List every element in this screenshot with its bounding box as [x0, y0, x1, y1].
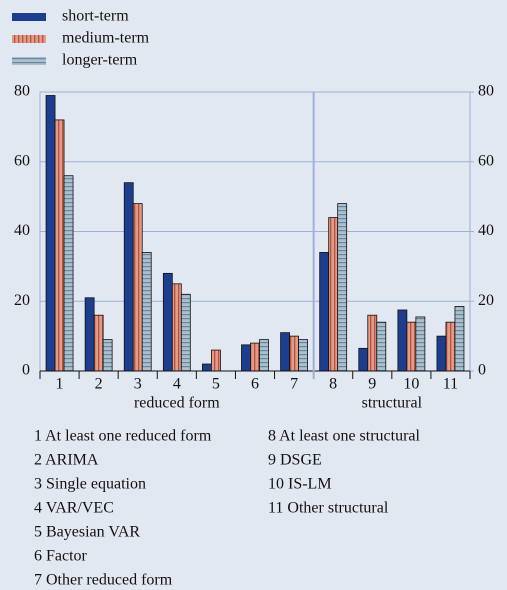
bar — [280, 332, 290, 372]
y-tick-label: 80 — [14, 83, 30, 100]
x-tick-label: 2 — [95, 376, 103, 393]
legend-swatch — [12, 13, 46, 21]
legend-swatch — [12, 35, 46, 43]
legend-swatch — [12, 57, 46, 65]
bar — [259, 339, 269, 372]
bar — [406, 321, 417, 372]
y-tick-label: 40 — [14, 222, 30, 239]
x-tick-label: 11 — [443, 376, 458, 393]
note: 4 VAR/VEC — [34, 500, 114, 517]
bar — [436, 335, 447, 372]
note: 5 Bayesian VAR — [34, 524, 140, 541]
bar — [454, 306, 465, 372]
group-label: structural — [362, 395, 423, 412]
note: 8 At least one structural — [268, 428, 421, 445]
y2-tick-label: 0 — [478, 362, 486, 379]
bar — [415, 316, 426, 372]
x-tick-label: 8 — [329, 376, 337, 393]
x-tick-label: 3 — [134, 376, 142, 393]
bar — [211, 349, 221, 372]
bar — [250, 342, 260, 372]
y2-tick-label: 60 — [478, 152, 494, 169]
bar — [241, 344, 251, 372]
bar — [367, 314, 378, 372]
bar — [63, 175, 74, 372]
bar — [445, 321, 456, 372]
note: 2 ARIMA — [34, 452, 99, 469]
bar — [171, 283, 182, 372]
note: 10 IS-LM — [268, 476, 332, 493]
y2-tick-label: 20 — [478, 292, 494, 309]
x-tick-label: 7 — [290, 376, 298, 393]
bar — [289, 335, 299, 372]
y-tick-label: 0 — [22, 362, 30, 379]
legend-label: longer-term — [62, 52, 138, 69]
x-tick-label: 4 — [173, 376, 181, 393]
bar — [102, 339, 113, 372]
bar — [141, 252, 152, 372]
x-tick-label: 1 — [56, 376, 64, 393]
bar — [202, 363, 212, 372]
bar — [397, 309, 408, 372]
x-tick-label: 10 — [403, 376, 419, 393]
bar — [162, 272, 173, 372]
bar — [358, 347, 369, 372]
note: 3 Single equation — [34, 476, 146, 493]
bar — [132, 203, 143, 372]
y-tick-label: 60 — [14, 152, 30, 169]
note: 11 Other structural — [268, 500, 389, 517]
note: 9 DSGE — [268, 452, 322, 469]
y2-tick-label: 80 — [478, 83, 494, 100]
bar — [328, 217, 339, 372]
bar — [180, 293, 191, 372]
note: 7 Other reduced form — [34, 572, 173, 589]
bar — [337, 203, 348, 372]
group-label: reduced form — [134, 395, 220, 412]
note: 6 Factor — [34, 548, 88, 565]
legend-label: short-term — [62, 8, 129, 25]
x-tick-label: 6 — [251, 376, 259, 393]
bar — [319, 252, 330, 372]
x-tick-label: 5 — [212, 376, 220, 393]
bar — [84, 297, 95, 372]
legend-label: medium-term — [62, 30, 150, 47]
bar — [93, 314, 104, 372]
y-tick-label: 20 — [14, 292, 30, 309]
bar — [376, 321, 387, 372]
bar — [298, 339, 308, 372]
y2-tick-label: 40 — [478, 222, 494, 239]
bar — [123, 182, 134, 372]
x-tick-label: 9 — [368, 376, 376, 393]
bar — [54, 119, 65, 372]
note: 1 At least one reduced form — [34, 428, 212, 445]
bar — [45, 95, 56, 372]
